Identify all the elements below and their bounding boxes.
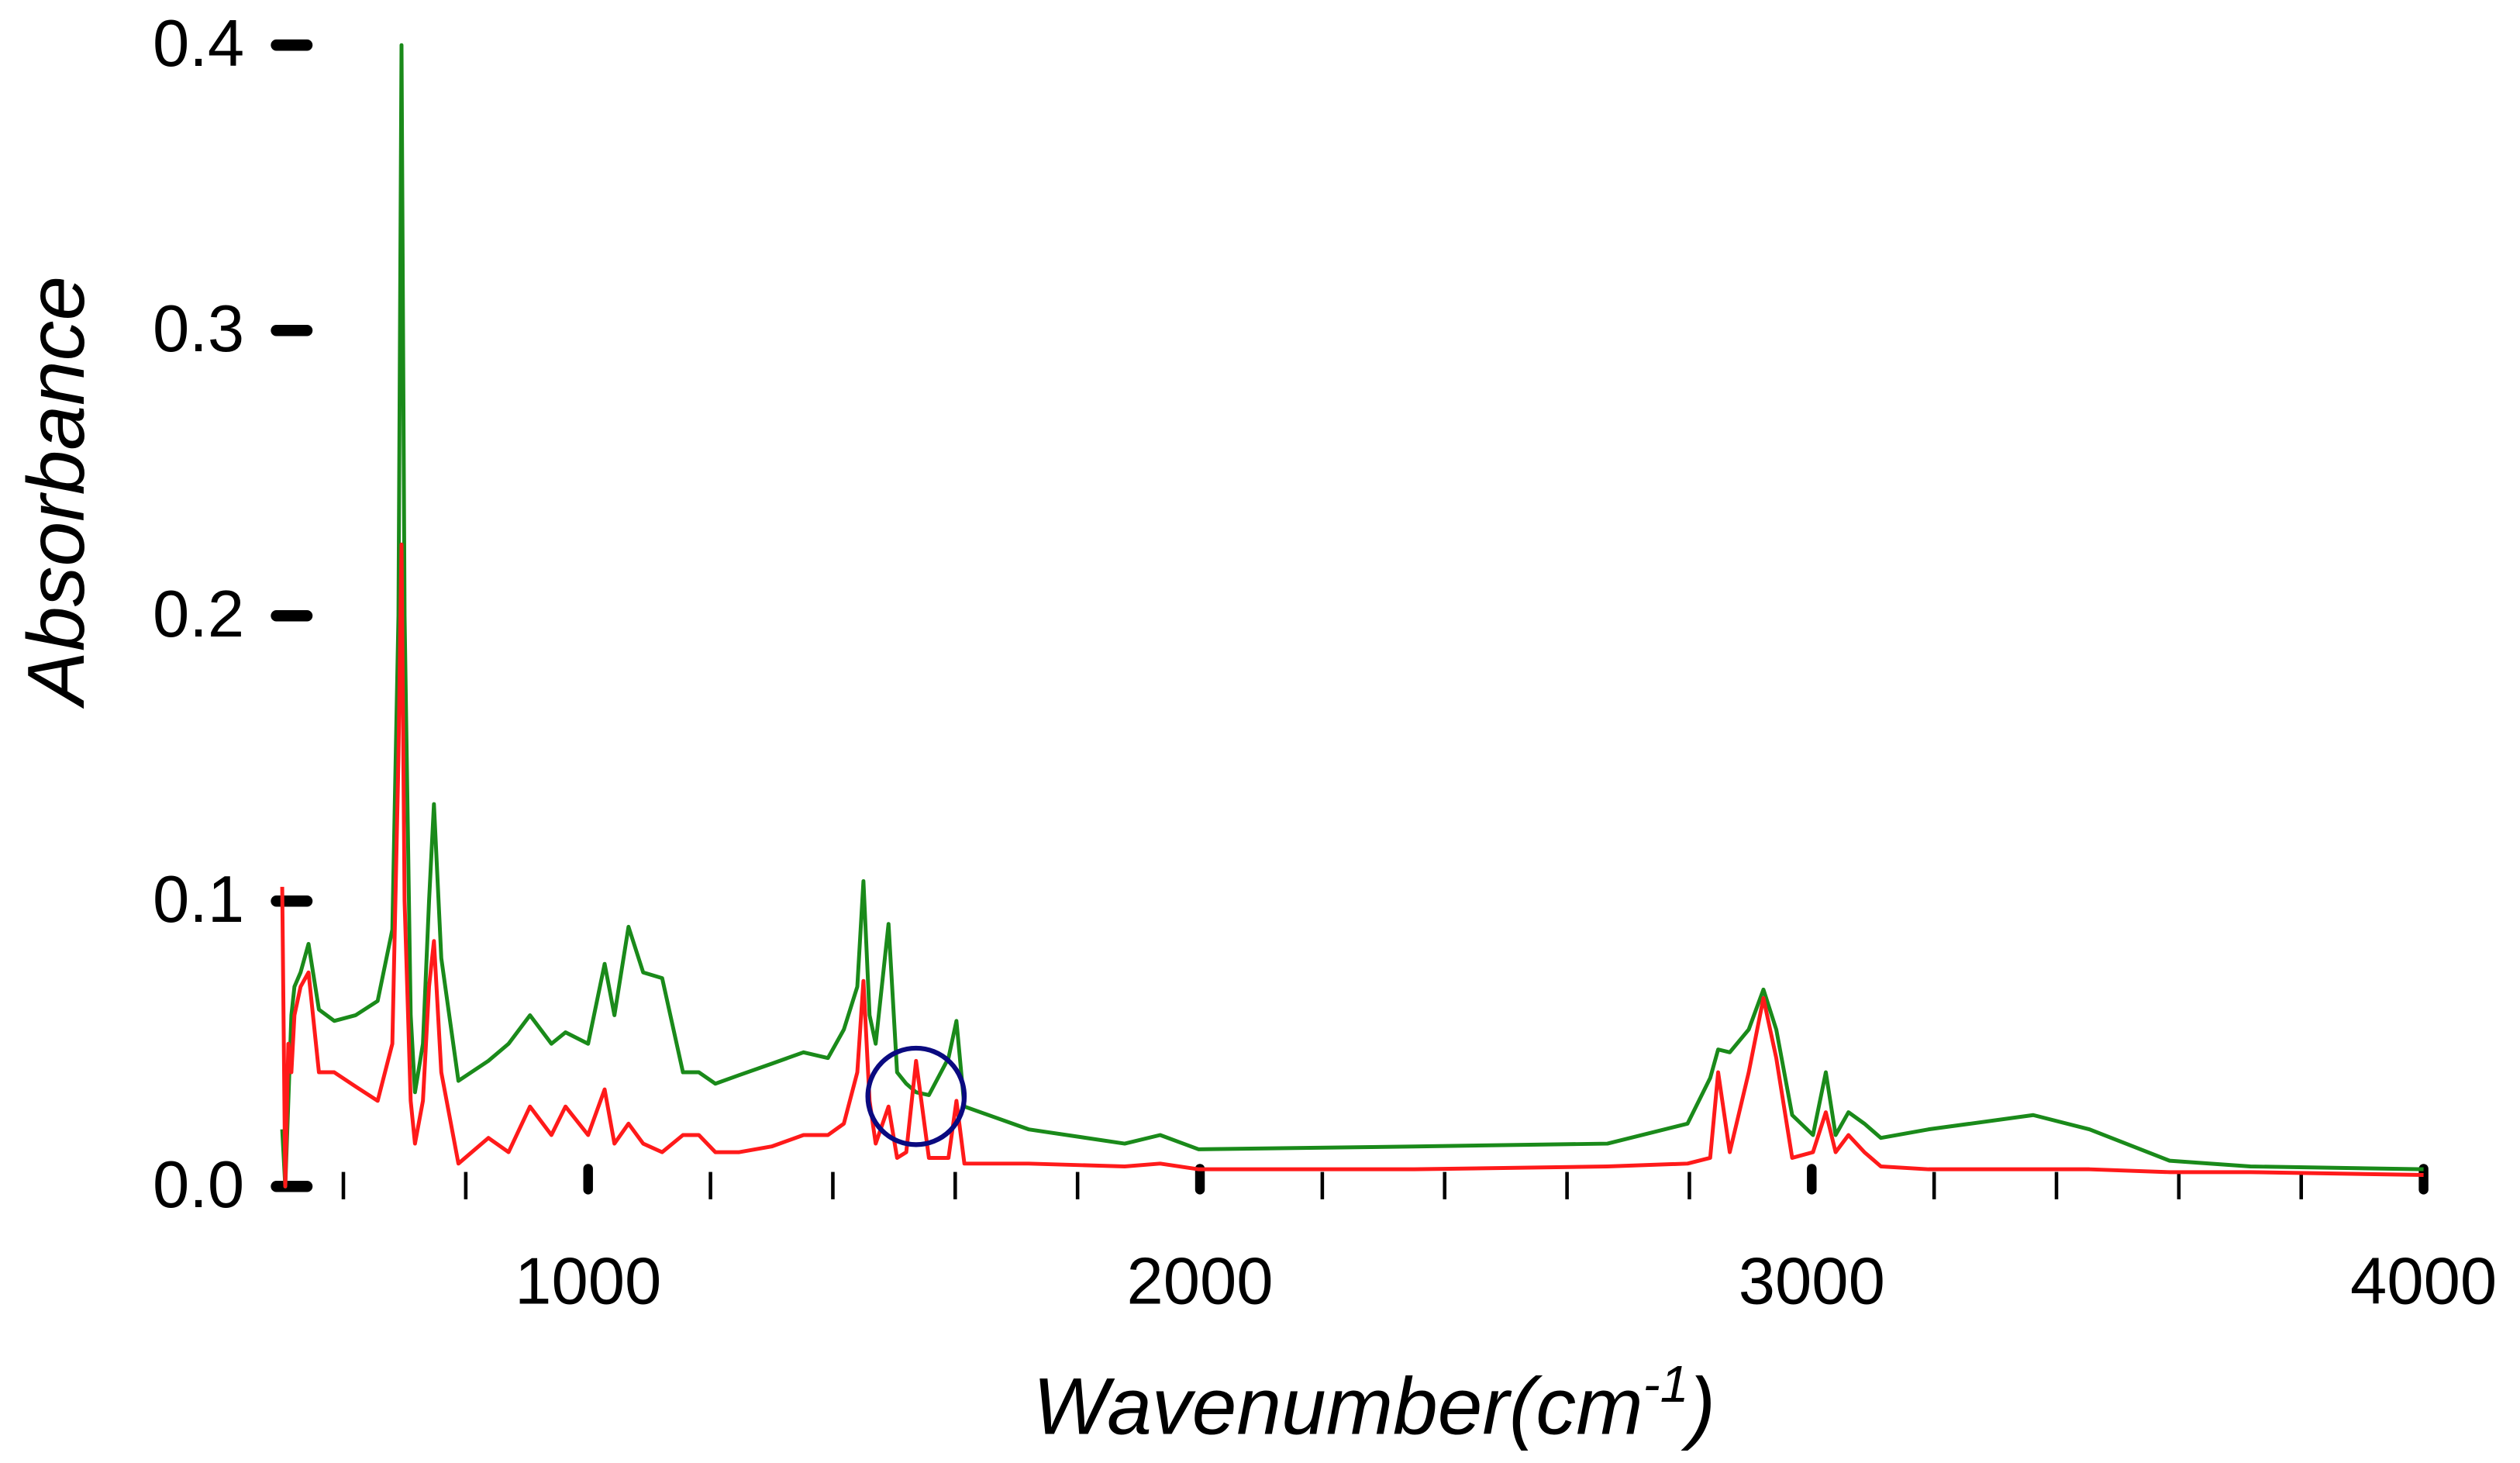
x-tick-label: 1000 <box>515 1244 661 1318</box>
x-tick-label: 2000 <box>1126 1244 1273 1318</box>
y-tick-label: 0.2 <box>153 578 244 651</box>
spectrum-line <box>280 542 2424 1189</box>
highlight-circle <box>865 1045 967 1147</box>
x-axis-title-text: Wavenumber(cm <box>1032 1361 1643 1451</box>
y-tick-label: 0.3 <box>153 292 244 366</box>
y-tick-label: 0.1 <box>153 863 244 937</box>
x-axis-title-superscript: -1 <box>1643 1356 1689 1413</box>
x-axis-title: Wavenumber(cm-1) <box>1032 1356 1715 1451</box>
x-tick-label: 4000 <box>2350 1244 2497 1318</box>
y-tick-label: 0.0 <box>153 1148 244 1222</box>
y-tick-label: 0.4 <box>153 7 244 81</box>
spectrum-line <box>280 43 2424 1189</box>
x-tick-label: 3000 <box>1739 1244 1885 1318</box>
y-axis-title: Absorbance <box>11 276 101 709</box>
